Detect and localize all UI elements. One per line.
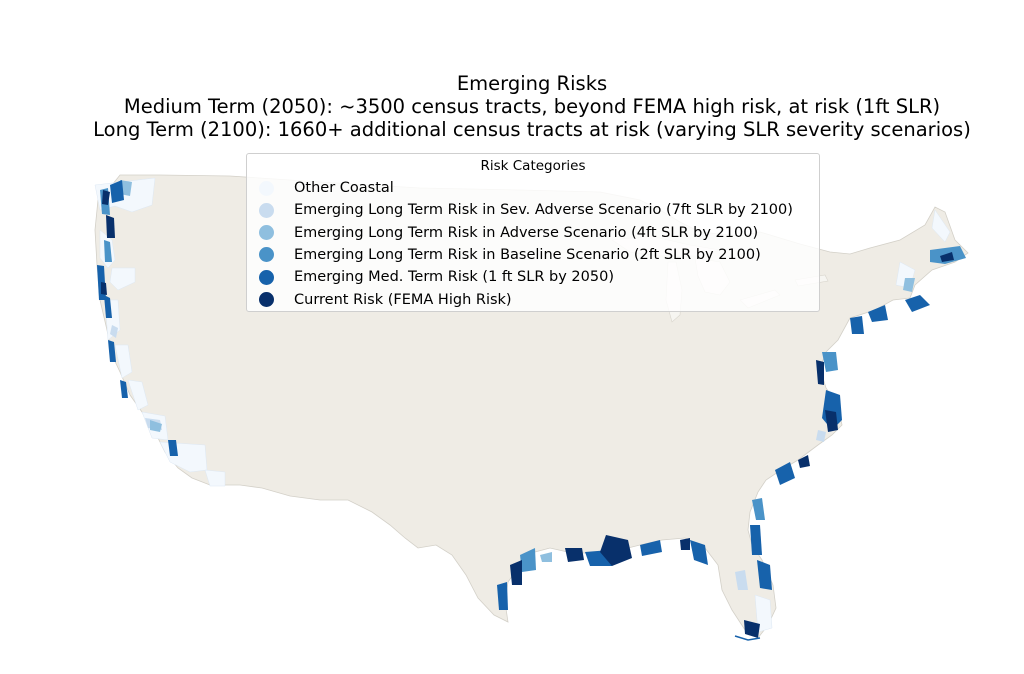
map-title: Emerging Risks	[456, 72, 608, 95]
legend-swatch	[259, 225, 274, 241]
legend-swatch	[259, 292, 274, 307]
legend-label: Emerging Long Term Risk in Adverse Scena…	[294, 224, 759, 241]
legend-label: Emerging Med. Term Risk (1 ft SLR by 205…	[294, 269, 614, 286]
florida-keys	[734, 635, 761, 641]
legend-item: Other Coastal	[259, 177, 394, 199]
tracts-medium-term	[97, 180, 930, 610]
legend-swatch	[259, 247, 274, 263]
legend-title: Risk Categories	[480, 158, 586, 174]
legend-swatch	[259, 269, 274, 285]
tracts-long-term-adverse	[120, 180, 915, 562]
map-subtitle-medium-term: Medium Term (2050): ~3500 census tracts,…	[123, 95, 941, 118]
legend-item: Emerging Long Term Risk in Sev. Adverse …	[259, 199, 793, 221]
tracts-current-risk	[101, 190, 954, 638]
map-subtitle-long-term: Long Term (2100): 1660+ additional censu…	[93, 118, 971, 141]
legend-label: Current Risk (FEMA High Risk)	[294, 291, 512, 308]
legend-label: Emerging Long Term Risk in Baseline Scen…	[294, 246, 761, 263]
legend-swatch	[259, 180, 274, 196]
legend-label: Emerging Long Term Risk in Sev. Adverse …	[294, 202, 793, 219]
legend-item: Emerging Long Term Risk in Baseline Scen…	[259, 244, 761, 266]
legend-label: Other Coastal	[294, 180, 394, 196]
legend-swatch	[259, 202, 274, 218]
legend: Risk Categories Other Coastal Emerging Lo…	[246, 153, 820, 312]
legend-item: Current Risk (FEMA High Risk)	[259, 289, 512, 311]
legend-item: Emerging Med. Term Risk (1 ft SLR by 205…	[259, 266, 614, 288]
map-title-block: Emerging Risks Medium Term (2050): ~3500…	[0, 72, 1024, 141]
legend-item: Emerging Long Term Risk in Adverse Scena…	[259, 222, 758, 244]
